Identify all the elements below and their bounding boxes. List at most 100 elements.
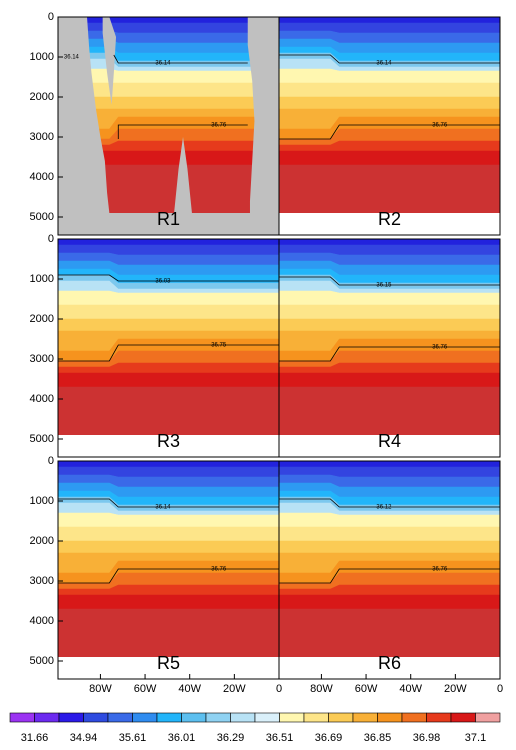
panel: 36.14 36.76 R5 0 1000 2000 3000 4000 5000 80W 60W 4…: [30, 455, 283, 695]
contour-label: 36.76: [432, 345, 448, 351]
y-tick-label: 4000: [30, 171, 54, 183]
panel-frame: [278, 238, 501, 458]
colorbar-box: [107, 712, 133, 723]
colorbar-box: [401, 712, 427, 723]
layer-band: [279, 82, 500, 98]
colorbar-box: [230, 712, 256, 723]
x-tick-label: 80W: [310, 683, 333, 695]
contour-line: [58, 344, 279, 362]
y-tick-label: 2000: [30, 535, 54, 547]
land-mask: [58, 213, 279, 235]
colorbar-box: [450, 712, 476, 723]
x-tick-label: 0: [276, 683, 282, 695]
layer-band: [279, 239, 500, 246]
colorbar-label: 36.51: [266, 732, 294, 744]
layer-band: [279, 68, 500, 84]
layer-band: [279, 318, 500, 332]
panel-label: R1: [157, 209, 180, 229]
contour-label: 36.76: [432, 123, 448, 129]
y-tick-label: 3000: [30, 575, 54, 587]
land-mask: [73, 17, 88, 137]
y-tick-label: 4000: [30, 615, 54, 627]
colorbar-box: [254, 712, 280, 723]
contour-line: [117, 124, 248, 139]
colorbar-label: 36.85: [364, 732, 392, 744]
layer-band: [58, 526, 279, 542]
x-tick-label: 20W: [223, 683, 246, 695]
land-mask: [58, 17, 110, 235]
colorbar-box: [205, 712, 231, 723]
no-data: [279, 657, 500, 679]
x-tick-label: 20W: [444, 683, 467, 695]
contour-label: 36.15: [376, 283, 392, 289]
y-tick-label: 2000: [30, 91, 54, 103]
panel-label: R4: [378, 431, 401, 451]
colorbar-box: [475, 712, 501, 723]
layer-band: [279, 526, 500, 542]
contour-line: [279, 346, 500, 362]
layer-band: [58, 608, 279, 658]
colorbar-box: [132, 712, 158, 723]
layer-band: [58, 512, 279, 528]
colorbar-label: 36.98: [413, 732, 441, 744]
colorbar-label: 35.61: [119, 732, 147, 744]
y-tick-label: 3000: [30, 353, 54, 365]
panel-frame: [278, 460, 501, 680]
contour-line: [279, 568, 500, 584]
no-data: [58, 435, 279, 457]
land-mask: [247, 17, 279, 235]
y-tick-label: 3000: [30, 131, 54, 143]
colorbar-box: [352, 712, 378, 723]
layer-band: [279, 540, 500, 554]
y-tick-label: 5000: [30, 655, 54, 667]
contour-line: [58, 274, 279, 282]
colorbar-label: 31.66: [21, 732, 49, 744]
x-tick-label: 40W: [399, 683, 422, 695]
y-tick-label: 1000: [30, 495, 54, 507]
contour-label: 36.14: [376, 61, 392, 67]
panel: 36.12 36.76 R6 80W 60W 40W 20W 0: [278, 460, 503, 695]
no-data: [58, 657, 279, 679]
field: [58, 17, 279, 235]
contour-label: 36.03: [155, 279, 171, 285]
contour-label: 36.76: [211, 567, 227, 573]
layer-band: [58, 386, 279, 436]
colorbar-box: [303, 712, 329, 723]
field: [279, 461, 500, 679]
layer-band: [58, 239, 279, 246]
colorbar-box: [279, 712, 305, 723]
no-data: [279, 213, 500, 235]
contour-label: 36.14: [155, 61, 171, 67]
x-tick-label: 40W: [178, 683, 201, 695]
colorbar-box: [328, 712, 354, 723]
y-tick-label: 5000: [30, 433, 54, 445]
contour-label: 36.76: [432, 567, 448, 573]
contour-line: [279, 54, 500, 64]
colorbar-label: 36.69: [315, 732, 343, 744]
layer-band: [58, 372, 279, 388]
y-tick-label: 1000: [30, 273, 54, 285]
land-mask: [174, 137, 192, 213]
colorbar-box: [34, 712, 60, 723]
colorbar-label: 34.94: [70, 732, 98, 744]
y-tick-label: 5000: [30, 211, 54, 223]
field: [279, 239, 500, 457]
y-tick-label: 0: [48, 11, 54, 23]
layer-band: [279, 461, 500, 468]
contour-label: 36.12: [376, 505, 392, 511]
contour-line: [58, 498, 279, 508]
x-tick-label: 0: [497, 683, 503, 695]
panel: 36.14 36.14 36.76 R1 0 1000 2000 3000 4000 5000: [30, 11, 280, 236]
colorbar-box: [58, 712, 84, 723]
layer-band: [279, 150, 500, 166]
colorbar-box: [156, 712, 182, 723]
colorbar-box: [83, 712, 109, 723]
contour-line: [113, 54, 248, 64]
contour-label: 36.76: [211, 123, 227, 129]
x-tick-label: 80W: [89, 683, 112, 695]
layer-band: [58, 304, 279, 320]
panel: 36.14 36.76 R2: [278, 16, 501, 236]
contour-label: 36.75: [211, 343, 227, 349]
layer-band: [58, 290, 279, 306]
